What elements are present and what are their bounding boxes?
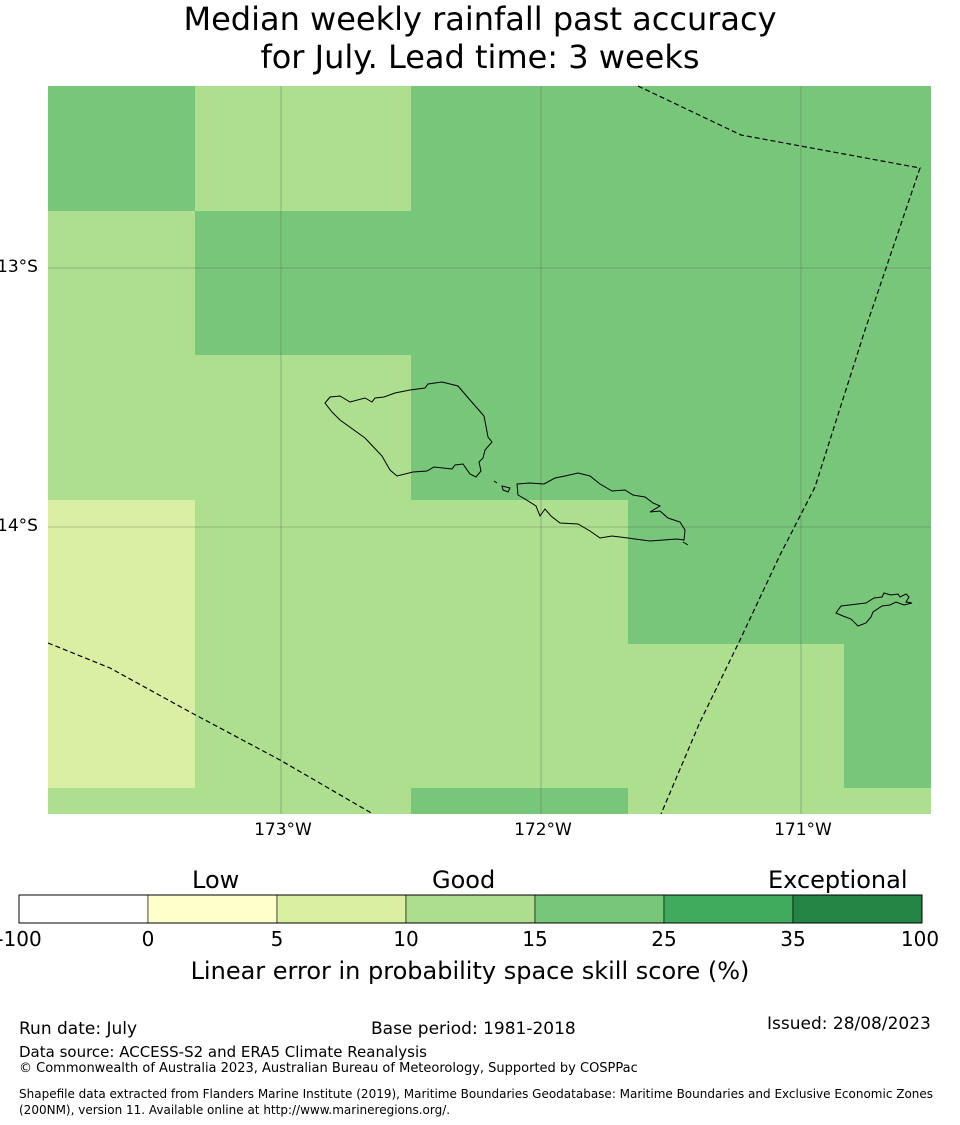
colorbar-tick-0: 0	[141, 927, 155, 951]
skill-cell	[48, 211, 195, 355]
skill-cell	[844, 211, 931, 355]
skill-map	[47, 85, 931, 815]
colorbar-segment	[405, 894, 536, 924]
colorbar-tick-35: 35	[780, 927, 806, 951]
colorbar-segment	[18, 894, 149, 924]
skill-cell	[195, 86, 411, 211]
skill-cell	[48, 86, 195, 211]
skill-cell	[411, 355, 628, 500]
skill-cell	[195, 211, 411, 355]
skill-cell	[411, 211, 628, 355]
skill-cell	[628, 500, 844, 644]
colorbar-segment	[534, 894, 665, 924]
title-line-2: for July. Lead time: 3 weeks	[260, 38, 700, 76]
lat-label-13s: 13°S	[0, 257, 38, 277]
shapefile-credit: Shapefile data extracted from Flanders M…	[19, 1087, 934, 1117]
data-source: Data source: ACCESS-S2 and ERA5 Climate …	[19, 1043, 427, 1061]
skill-cell	[844, 500, 931, 644]
lon-label-173w: 173°W	[254, 820, 312, 840]
skill-cell	[48, 355, 195, 500]
upolu-island-outline	[516, 472, 686, 542]
colorbar-segment	[663, 894, 794, 924]
colorbar-frame	[18, 894, 923, 924]
colorbar-tick-10: 10	[393, 927, 419, 951]
skill-cell	[628, 211, 844, 355]
aunuu-islet	[682, 541, 689, 546]
skill-cell	[195, 644, 411, 788]
colorbar-segment	[792, 894, 923, 924]
eez-boundaries	[47, 85, 921, 815]
colorbar-segments	[18, 894, 923, 924]
savaii-island-outline	[324, 381, 493, 478]
lon-label-171w: 171°W	[774, 820, 832, 840]
colorbar-category-good: Good	[432, 866, 496, 894]
skill-cell	[48, 500, 195, 644]
skill-cell	[844, 355, 931, 500]
skill-cell	[628, 355, 844, 500]
skill-cell	[195, 500, 411, 644]
skill-cell	[628, 644, 844, 788]
colorbar-segment	[147, 894, 278, 924]
lon-label-172w: 172°W	[514, 820, 572, 840]
skill-cell	[48, 644, 195, 788]
lat-label-14s: 14°S	[0, 516, 38, 536]
colorbar-tick-25: 25	[651, 927, 677, 951]
colorbar	[18, 894, 923, 924]
skill-cell	[411, 644, 628, 788]
colorbar-label: Linear error in probability space skill …	[190, 957, 750, 985]
skill-cell	[195, 788, 411, 814]
colorbar-category-low: Low	[192, 866, 240, 894]
skill-cell	[48, 788, 195, 814]
eez-boundary-southwest	[47, 642, 374, 815]
skill-cell	[195, 355, 411, 500]
skill-cell	[844, 644, 931, 788]
skill-cell	[844, 788, 931, 814]
tutuila-island-outline	[835, 592, 913, 627]
skill-cell	[411, 788, 628, 814]
colorbar-tick-5: 5	[270, 927, 284, 951]
skill-cell	[628, 788, 844, 814]
issued-date: Issued: 28/08/2023	[767, 1014, 931, 1034]
run-date: Run date: July	[19, 1019, 138, 1039]
islands	[324, 381, 913, 627]
colorbar-tick-15: 15	[522, 927, 548, 951]
manono-islet-outline	[501, 485, 511, 493]
graticule	[48, 86, 931, 814]
skill-cell	[411, 500, 628, 644]
skill-cell	[628, 86, 844, 211]
skill-cell	[844, 86, 931, 211]
base-period: Base period: 1981-2018	[371, 1019, 576, 1039]
colorbar-segment	[276, 894, 407, 924]
colorbar-category-exceptional: Exceptional	[768, 866, 908, 894]
skill-cell	[411, 86, 628, 211]
apolima-islet	[493, 480, 498, 484]
colorbar-tick--100: -100	[0, 927, 42, 951]
title-line-1: Median weekly rainfall past accuracy	[183, 0, 777, 38]
skill-grid-cells	[48, 86, 931, 814]
copyright: © Commonwealth of Australia 2023, Austra…	[19, 1061, 638, 1076]
colorbar-tick-100: 100	[900, 927, 940, 951]
